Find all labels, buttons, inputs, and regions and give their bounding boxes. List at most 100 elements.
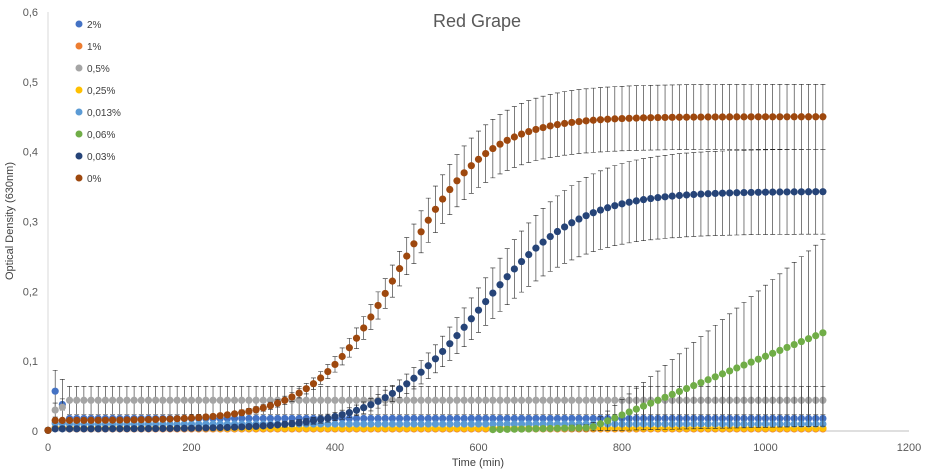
data-point [338, 411, 346, 419]
data-point [489, 414, 497, 423]
y-tick-label: 0,6 [23, 7, 38, 19]
data-point [532, 244, 540, 252]
data-point [790, 113, 798, 121]
data-point [338, 352, 346, 361]
data-point [726, 367, 734, 375]
data-point [410, 420, 418, 428]
data-point [180, 396, 188, 404]
data-point [202, 396, 210, 404]
legend-label: 0,03% [87, 152, 115, 163]
data-point [130, 425, 138, 433]
data-point [654, 194, 662, 202]
data-point [195, 413, 203, 422]
data-point [223, 396, 231, 404]
data-point [474, 155, 483, 163]
data-point [639, 196, 648, 204]
data-point [496, 414, 504, 423]
data-point [338, 420, 346, 428]
data-point [137, 396, 145, 404]
data-point [345, 409, 353, 417]
data-point [726, 189, 734, 197]
data-point [424, 396, 432, 404]
data-point [654, 113, 662, 122]
data-point [166, 396, 174, 404]
data-point [611, 414, 619, 422]
data-point [108, 396, 117, 404]
data-point [596, 116, 605, 124]
data-point [776, 346, 784, 355]
data-point [331, 420, 339, 428]
data-point [632, 405, 640, 413]
data-point [668, 390, 676, 399]
data-point [424, 362, 432, 370]
data-point [137, 416, 145, 424]
data-point [639, 402, 648, 410]
data-point [395, 385, 404, 393]
data-point [482, 414, 490, 423]
data-point [230, 410, 239, 418]
data-point [589, 116, 597, 124]
data-point [604, 396, 612, 404]
data-point [661, 193, 669, 201]
data-point [525, 127, 533, 136]
x-axis-title: Time (min) [452, 457, 504, 469]
data-point [123, 416, 131, 424]
data-point [697, 113, 705, 121]
data-point [697, 379, 705, 387]
legend-marker [75, 42, 83, 50]
data-point [216, 412, 224, 420]
data-point [209, 412, 217, 421]
data-point [395, 265, 404, 273]
data-point [87, 396, 95, 404]
data-point [582, 396, 590, 404]
data-point [410, 374, 418, 382]
data-point [295, 419, 303, 427]
data-point [123, 396, 131, 404]
data-point [331, 396, 339, 404]
data-point [446, 396, 454, 404]
data-point [690, 190, 698, 199]
data-point [783, 188, 791, 196]
data-point [582, 212, 590, 220]
data-point [446, 340, 454, 348]
data-point [259, 422, 267, 430]
data-point [517, 420, 526, 428]
data-point [352, 396, 361, 404]
data-point [424, 414, 432, 423]
data-point [460, 414, 468, 423]
data-point [582, 117, 590, 125]
data-point [819, 113, 827, 121]
data-point [338, 396, 346, 404]
data-point [410, 240, 418, 248]
data-point [611, 396, 619, 404]
data-point [625, 408, 633, 416]
data-point [274, 421, 282, 429]
x-tick-label: 600 [469, 442, 487, 454]
data-point [187, 424, 196, 432]
data-point [460, 169, 468, 177]
data-point [238, 414, 246, 423]
data-point [216, 396, 224, 404]
data-point [245, 407, 253, 415]
data-point [769, 349, 777, 357]
data-point [517, 425, 526, 433]
data-point [482, 396, 490, 404]
data-point [152, 424, 160, 433]
data-point [539, 425, 547, 433]
data-point [467, 420, 475, 428]
data-point [137, 425, 145, 433]
data-point [467, 315, 475, 323]
data-point [94, 396, 102, 404]
data-point [130, 396, 138, 404]
data-point [496, 425, 504, 434]
data-point [352, 406, 361, 414]
legend-label: 0,06% [87, 130, 115, 141]
data-point [159, 415, 167, 423]
data-point [345, 414, 353, 423]
data-point [439, 414, 447, 423]
data-point [460, 420, 468, 428]
data-point [51, 387, 59, 395]
data-point [388, 420, 396, 428]
x-tick-label: 800 [613, 442, 631, 454]
data-point [65, 396, 74, 404]
